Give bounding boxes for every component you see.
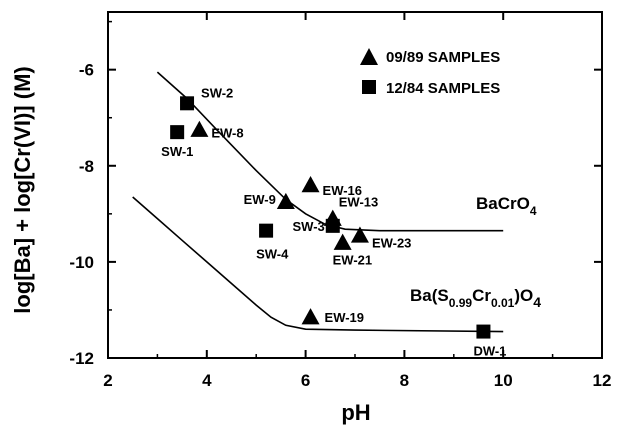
solubility-curve-0 (156, 71, 504, 232)
x-tick-label-2: 6 (301, 371, 310, 390)
y-axis-title: log[Ba] + log[Cr(VI)] (M) (10, 66, 35, 313)
x-tick-label-3: 8 (400, 371, 409, 390)
x-tick-label-5: 12 (593, 371, 612, 390)
solubility-curve-1 (132, 196, 504, 333)
y-tick-label-3: -12 (69, 349, 94, 368)
point-label-ew-13: EW-13 (339, 195, 378, 210)
point-label-sw-3: SW-3 (293, 219, 325, 234)
x-tick-label-1: 4 (202, 371, 212, 390)
point-label-ew-21: EW-21 (333, 253, 372, 268)
y-tick-label-0: -6 (79, 61, 94, 80)
point-label-ew-8: EW-8 (211, 126, 243, 141)
marker-ew-16 (301, 176, 320, 193)
marker-ew-9 (276, 192, 295, 210)
marker-ew-23 (350, 226, 369, 243)
y-tick-label-2: -10 (69, 253, 94, 272)
marker-sw-4 (259, 223, 274, 238)
curve-label-bacro4: BaCrO4 (476, 194, 537, 218)
legend-triangle-marker (360, 48, 378, 65)
x-axis-title: pH (341, 400, 370, 425)
point-label-dw-1: DW-1 (473, 344, 506, 359)
legend-label-triangle: 09/89 SAMPLES (386, 49, 500, 66)
legend-square-marker (362, 80, 376, 94)
axes-layer: 2 4 6 8 10 12 -6 -8 -10 -12 (69, 11, 612, 390)
legend-label-square: 12/84 SAMPLES (386, 80, 500, 97)
marker-dw-1 (476, 324, 491, 339)
marker-sw-3 (325, 218, 340, 233)
marker-sw-2 (180, 96, 195, 111)
curve-layer (132, 71, 504, 333)
marker-ew-21 (333, 233, 352, 250)
curve-label-solid-solution: Ba(S0.99Cr0.01)O4 (410, 286, 541, 310)
point-label-ew-16: EW-16 (323, 183, 362, 198)
x-tick-label-4: 10 (494, 371, 513, 390)
point-label-ew-23: EW-23 (372, 235, 411, 250)
marker-layer (170, 96, 491, 339)
point-label-sw-2: SW-2 (201, 85, 233, 100)
marker-ew-19 (301, 308, 320, 325)
marker-sw-1 (170, 125, 185, 140)
point-label-ew-9: EW-9 (244, 192, 276, 207)
point-label-ew-19: EW-19 (325, 310, 364, 325)
x-tick-label-0: 2 (103, 371, 112, 390)
point-label-sw-1: SW-1 (161, 144, 193, 159)
legend: 09/89 SAMPLES 12/84 SAMPLES (360, 48, 500, 97)
marker-ew-8 (190, 120, 209, 137)
y-tick-label-1: -8 (79, 157, 94, 176)
point-label-sw-4: SW-4 (256, 247, 289, 262)
